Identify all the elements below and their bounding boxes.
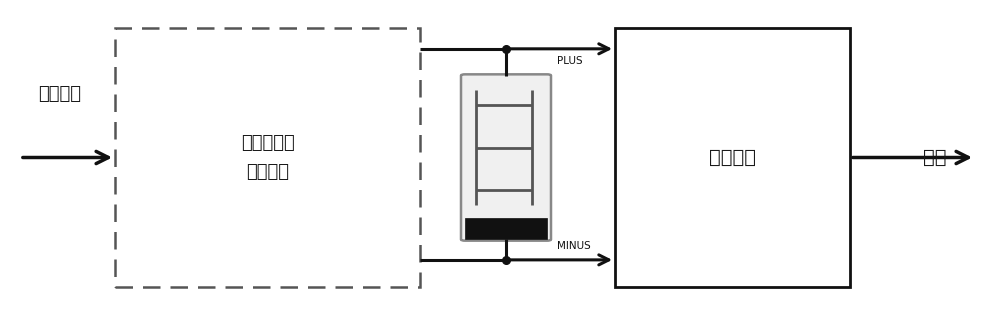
Bar [465,218,547,239]
FancyBboxPatch shape [461,74,551,241]
Text: MINUS: MINUS [557,241,591,251]
Bar [115,28,420,287]
Bar [615,28,850,287]
Text: 系统电路: 系统电路 [709,148,756,167]
Text: 编程电压: 编程电压 [38,85,82,104]
Text: 忆阵器阵值
控制模块: 忆阵器阵值 控制模块 [241,134,294,181]
Text: 输出: 输出 [923,148,947,167]
Text: PLUS: PLUS [557,56,583,66]
